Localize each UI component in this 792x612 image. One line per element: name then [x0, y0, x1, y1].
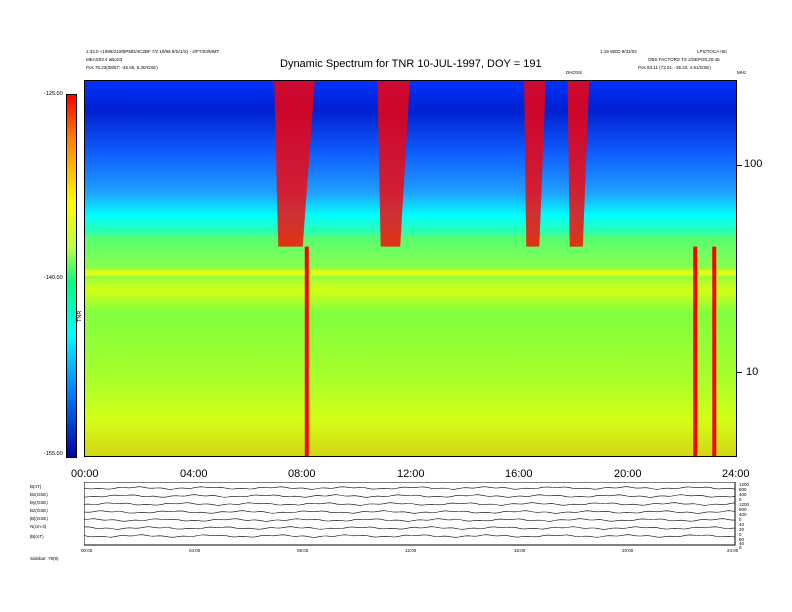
bottom-trace-0 — [84, 486, 736, 490]
bottom-x-tick-00: 00:00 — [81, 548, 93, 553]
x-tick-24: 24:00 — [722, 468, 750, 480]
type-III-burst-5 — [567, 80, 590, 247]
bottom-x-tick-08: 08:00 — [297, 548, 309, 553]
impulsive-spike-8 — [712, 246, 717, 456]
x-tick-20: 20:00 — [614, 468, 642, 480]
spectrogram-background — [84, 80, 736, 456]
colorbar-label: TNR — [77, 310, 83, 322]
x-tick-12: 12:00 — [397, 468, 425, 480]
bottom-trace-3 — [84, 510, 736, 514]
right-scale-8: 0 — [739, 517, 742, 522]
header-left-line-1: 1:33.0 +1996/210/BPMD/4C2BF 7/2 19/96 8/… — [86, 49, 220, 54]
right-scale-11: 0 — [739, 532, 742, 537]
row-label-5: |B|(GSE) — [30, 516, 48, 521]
bottom-x-tick-16: 16:00 — [514, 548, 526, 553]
plasma-line-1 — [84, 269, 736, 276]
footer-label: Sidebar: 78(9) — [30, 556, 59, 561]
x-tick-00: 00:00 — [71, 468, 99, 480]
right-scale-4: 0 — [739, 497, 742, 502]
right-scale-2: 800 — [739, 487, 747, 492]
header-left-line-2: MEAS03 4 aBoS3 — [86, 57, 123, 62]
right-scale-5: 1200 — [739, 502, 750, 507]
y-tick-mark-10 — [736, 372, 742, 373]
right-scale-1: 1200 — [739, 482, 750, 487]
row-label-4: Bz(GSE) — [30, 508, 48, 513]
right-scale-14: 0 — [739, 545, 742, 550]
y-tick-10: 10 — [746, 366, 759, 378]
x-tick-08: 08:00 — [288, 468, 316, 480]
x-tick-04: 04:00 — [180, 468, 208, 480]
right-scale-12: 80 — [739, 537, 745, 542]
bottom-x-tick-24: 24:00 — [727, 548, 739, 553]
spectrogram-svg — [84, 80, 736, 456]
row-label-2: Bx(GSE) — [30, 492, 48, 497]
row-label-1: B(nT) — [30, 484, 42, 489]
impulsive-spike-6 — [304, 246, 309, 456]
header-right-line-2: LPS/TOCA+60 — [697, 49, 727, 54]
type-III-burst-2 — [274, 80, 315, 247]
impulsive-spike-7 — [693, 246, 698, 456]
bottom-panel-svg — [84, 482, 736, 546]
right-scale-3: 400 — [739, 492, 747, 497]
bottom-trace-2 — [84, 502, 736, 506]
bottom-x-tick-04: 04:00 — [189, 548, 201, 553]
type-III-burst-3 — [377, 80, 410, 247]
plot-frame — [84, 80, 737, 457]
bottom-trace-1 — [84, 494, 736, 498]
colorbar-tick-top: -125.00 — [44, 91, 63, 97]
right-scale-10: 20 — [739, 527, 745, 532]
bottom-trace-4 — [84, 518, 735, 522]
bottom-x-tick-12: 12:00 — [405, 548, 417, 553]
header-left-line-3: Pos 76.23(08/57; -46.55, 5.30/GSE) — [86, 65, 158, 70]
right-scale-6: 800 — [739, 507, 747, 512]
bottom-trace-6 — [84, 534, 736, 538]
y-unit-label: MHz — [737, 70, 747, 75]
x-tick-16: 16:00 — [505, 468, 533, 480]
marker-label: DHOSS — [566, 70, 583, 75]
y-tick-mark-100 — [736, 165, 742, 166]
bottom-trace-5 — [84, 526, 736, 530]
row-label-3: By(GSE) — [30, 500, 48, 505]
right-scale-9: 40 — [739, 522, 745, 527]
type-III-burst-4 — [524, 80, 546, 247]
colorbar-tick-bottom: -155.00 — [44, 451, 63, 457]
header-right-line-1: 1:19 WED 9/31/02 — [600, 49, 637, 54]
chart-title: Dynamic Spectrum for TNR 10-JUL-1997, DO… — [280, 58, 542, 70]
colorbar — [66, 94, 77, 458]
row-label-6: N(cm-3) — [30, 524, 47, 529]
y-tick-100: 100 — [744, 158, 763, 170]
header-right-line-4: Pos 83.11 (73.01, -35.33, 4.61/GSE) — [638, 65, 711, 70]
right-scale-13: 40 — [739, 541, 745, 546]
colorbar-tick-mid: -140.00 — [44, 275, 63, 281]
row-label-7: |B|(nT) — [30, 534, 44, 539]
right-scale-7: 400 — [739, 512, 747, 517]
bottom-x-tick-20: 20:00 — [622, 548, 634, 553]
header-right-line-3: OBS FACTORS TS 2/SEP/20,20:45 — [648, 57, 720, 62]
